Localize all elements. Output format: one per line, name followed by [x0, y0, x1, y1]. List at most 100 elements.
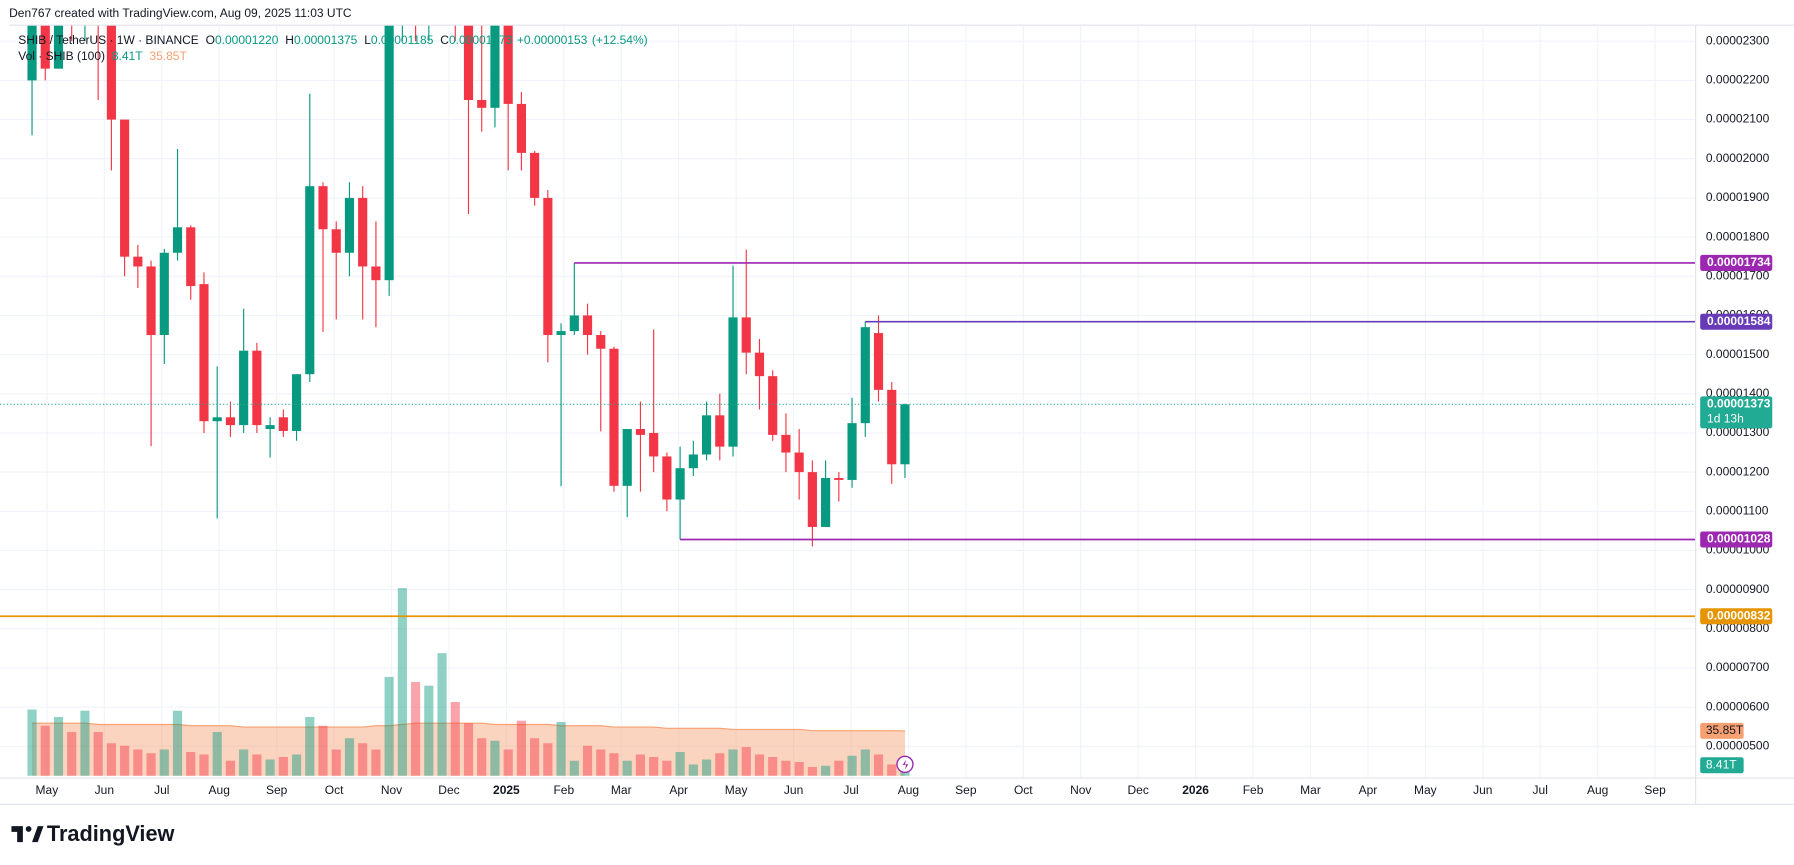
volume-bar [384, 676, 394, 776]
y-tick-label: 0.00001200 [1706, 464, 1770, 478]
x-tick-label: 2026 [1182, 783, 1209, 797]
level-badge [1700, 313, 1773, 330]
candle-body [609, 348, 619, 486]
level-badge [1700, 531, 1773, 548]
volume-bar [27, 709, 37, 776]
volume-bar [371, 749, 381, 776]
candle-body [582, 315, 593, 336]
candle-body [371, 266, 381, 281]
volume-bar [239, 749, 249, 776]
volume-bar [305, 716, 315, 776]
volume-ma-value: 35.85T [149, 49, 187, 63]
volume-bar [781, 760, 791, 776]
candle-body [543, 197, 553, 336]
y-tick-label: 0.00002200 [1706, 73, 1770, 87]
volume-badge [1700, 722, 1744, 739]
x-tick-label: Sep [955, 783, 977, 797]
x-tick-label: Jun [95, 783, 114, 797]
candle-body [635, 429, 646, 435]
volume-title: Vol · SHIB (100) [18, 49, 105, 63]
volume-bar [635, 754, 646, 776]
y-tick-label: 0.00000500 [1706, 738, 1770, 752]
last-price-label: 0.00001373 [1707, 397, 1771, 411]
volume-bar [569, 760, 579, 776]
logo-mark [11, 826, 23, 843]
x-tick-label: Sep [1644, 783, 1666, 797]
ohlc-value: 0.00001185 [371, 33, 434, 47]
volume-ma-area [32, 723, 906, 776]
y-tick-label: 0.00000600 [1706, 699, 1770, 713]
candle-body [516, 103, 526, 153]
volume-bar [358, 743, 368, 776]
candle-body [225, 417, 236, 426]
level-label: 0.00001584 [1707, 314, 1771, 328]
candle-body [873, 333, 884, 390]
volume-bar [265, 759, 275, 776]
volume-bar [794, 761, 804, 776]
volume-bar [291, 754, 302, 776]
volume-bar [133, 749, 143, 776]
candle-body [477, 99, 487, 108]
candle-body [807, 472, 817, 527]
axes: May Jun Jul Aug Sep Oct Nov Dec 2025 Feb Mar Apr May… [36, 33, 1773, 797]
candle-body [120, 119, 130, 257]
volume-bar [688, 764, 698, 776]
candle-body [252, 350, 262, 426]
volume-bar [807, 766, 817, 776]
level-badge [1700, 608, 1773, 625]
countdown-label: 1d 13h [1707, 411, 1744, 425]
x-tick-label: Feb [553, 783, 574, 797]
volume-bar [318, 725, 328, 776]
level-label: 0.00001734 [1707, 255, 1771, 269]
candle-body [27, 25, 37, 81]
candle-body [741, 317, 751, 353]
logo-text: TradingView [47, 821, 175, 846]
volume-bar [278, 756, 288, 776]
ohlc-value: 0.00001220 [215, 33, 279, 47]
candle-body [159, 252, 169, 336]
volume-bar [649, 756, 659, 776]
candle-body [490, 25, 500, 108]
volume-bar [252, 754, 262, 776]
candle-body [569, 315, 579, 332]
volume-bar [53, 716, 64, 776]
candle-body [199, 284, 209, 422]
x-tick-label: Apr [669, 783, 688, 797]
grid [0, 25, 1696, 779]
x-tick-label: Aug [209, 783, 230, 797]
candle-body [900, 404, 910, 465]
candle-body [596, 335, 606, 349]
y-tick-label: 0.00001500 [1706, 347, 1770, 361]
candle-body [754, 352, 765, 377]
symbol-title: SHIB / TetherUS · 1W · BINANCE [18, 33, 198, 47]
x-tick-label: Jul [1533, 783, 1548, 797]
candle-body [291, 374, 302, 431]
x-tick-label: Apr [1359, 783, 1378, 797]
x-tick-label: Jul [154, 783, 169, 797]
volume-badge-label: 8.41T [1706, 757, 1737, 771]
plot-area [0, 25, 1696, 776]
x-tick-label: Jun [1473, 783, 1492, 797]
ohlc-value: 0.00001375 [294, 33, 358, 47]
volume-bar [159, 749, 169, 776]
candle-body [622, 429, 632, 486]
candle-body [701, 415, 712, 455]
x-tick-label: Dec [438, 783, 459, 797]
candle-body [344, 197, 355, 253]
candle-body [239, 350, 249, 426]
volume-bar [675, 751, 685, 776]
x-tick-label: Aug [1587, 783, 1608, 797]
volume-bar [516, 720, 526, 776]
x-tick-label: Oct [325, 783, 344, 797]
ohlc-prefix: H [285, 33, 294, 47]
volume-bar [860, 749, 870, 776]
volume-bar [212, 731, 222, 776]
y-tick-label: 0.00000800 [1706, 621, 1770, 635]
logo-mark [32, 826, 44, 843]
x-tick-label: Aug [898, 783, 919, 797]
candle-body [821, 477, 831, 527]
candle-body [278, 417, 288, 431]
x-tick-label: Jul [843, 783, 858, 797]
candle-body [305, 186, 315, 375]
candle-body [503, 25, 513, 104]
